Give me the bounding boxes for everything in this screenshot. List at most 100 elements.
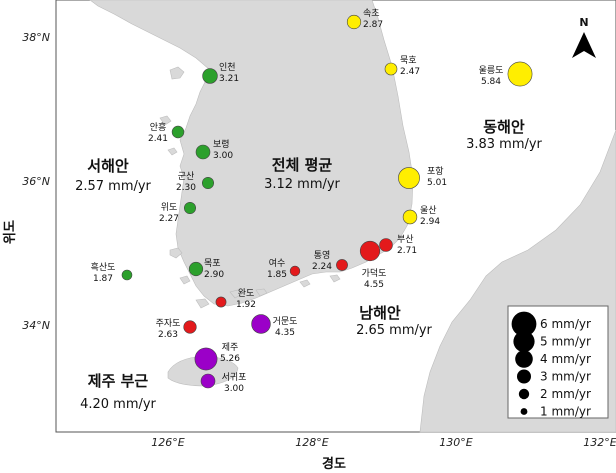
station-18: 위도2.27 <box>159 202 197 224</box>
station-name: 서귀포 <box>222 372 247 383</box>
region-west-value: 2.57 mm/yr <box>75 179 151 194</box>
station-value: 2.41 <box>148 134 168 144</box>
region-east-value: 3.83 mm/yr <box>466 137 542 152</box>
station-name: 완도 <box>238 288 255 299</box>
station-4: 울산2.94 <box>402 205 440 227</box>
station-dot <box>202 177 215 190</box>
station-dot <box>202 68 218 84</box>
region-east-name: 동해안 <box>483 118 525 136</box>
region-west-name: 서해안 <box>87 157 129 175</box>
station-value: 2.87 <box>363 20 383 30</box>
station-name: 포항 <box>427 166 444 177</box>
jeju-island <box>167 355 239 387</box>
station-name: 울산 <box>420 205 437 216</box>
legend-items: 6 mm/yr 5 mm/yr 4 mm/yr 3 mm/yr 2 mm/yr 1 mm/… <box>511 311 591 419</box>
north-arrow-label: N <box>579 16 588 29</box>
station-dot <box>398 167 420 189</box>
station-9: 완도1.92 <box>215 288 256 310</box>
station-1: 묵호2.47 <box>384 55 420 77</box>
station-5: 부산2.71 <box>379 234 417 256</box>
legend-label: 3 mm/yr <box>540 370 591 384</box>
legend-dot <box>518 388 530 400</box>
station-dot <box>121 269 133 281</box>
station-dot <box>195 144 211 160</box>
legend-label: 6 mm/yr <box>540 317 591 331</box>
station-value: 4.55 <box>364 280 384 290</box>
station-name: 안흥 <box>150 121 167 133</box>
station-dot <box>507 61 533 87</box>
legend-dot <box>517 369 531 384</box>
legend-label: 4 mm/yr <box>540 352 591 366</box>
station-value: 5.84 <box>481 77 501 87</box>
lon-tick-126: 126°E <box>151 436 184 449</box>
station-name: 묵호 <box>400 55 417 66</box>
region-total-value: 3.12 mm/yr <box>264 177 340 192</box>
station-value: 5.26 <box>220 354 240 364</box>
x-axis-title: 경도 <box>322 456 346 472</box>
station-value: 2.30 <box>176 183 196 193</box>
lat-tick-34: 34°N <box>22 319 50 332</box>
lon-ticks: 126°E 128°E 130°E 132°E <box>151 436 616 449</box>
station-name: 보령 <box>213 138 230 150</box>
station-name: 주자도 <box>156 318 181 329</box>
station-dot <box>194 347 218 371</box>
station-value: 1.85 <box>267 270 287 280</box>
station-0: 속초2.87 <box>346 8 383 30</box>
station-17: 군산2.30 <box>176 171 215 193</box>
region-jeju-value: 4.20 mm/yr <box>80 397 156 412</box>
legend: 6 mm/yr 5 mm/yr 4 mm/yr 3 mm/yr 2 mm/yr 1 mm/… <box>507 305 609 419</box>
legend-dot <box>513 330 535 353</box>
station-14: 인천3.21 <box>202 62 239 84</box>
station-dot <box>200 373 216 389</box>
station-dot <box>215 296 227 308</box>
station-name: 제주 <box>222 342 239 353</box>
station-name: 인천 <box>219 62 236 73</box>
station-dot <box>384 62 398 76</box>
station-value: 2.94 <box>420 217 440 227</box>
region-total-name: 전체 평균 <box>272 156 333 174</box>
station-value: 5.01 <box>427 178 447 188</box>
lat-tick-38: 38°N <box>22 31 50 44</box>
station-16: 보령3.00 <box>195 138 233 161</box>
region-labels: 서해안 2.57 mm/yr 전체 평균 3.12 mm/yr 동해안 3.83… <box>75 118 542 412</box>
region-jeju-name: 제주 부근 <box>88 372 149 390</box>
legend-label: 5 mm/yr <box>540 335 591 349</box>
station-value: 3.00 <box>224 384 244 394</box>
station-dot <box>402 209 418 225</box>
west-islands <box>159 66 341 309</box>
legend-label: 2 mm/yr <box>540 387 591 401</box>
station-dot <box>171 125 185 139</box>
y-axis-title: 위도 <box>3 220 18 244</box>
station-19: 목포2.90 <box>188 258 224 280</box>
legend-dot <box>515 350 533 368</box>
station-value: 2.27 <box>159 214 179 224</box>
lat-tick-36: 36°N <box>22 175 50 188</box>
station-name: 가덕도 <box>362 268 387 279</box>
station-dot <box>289 265 301 277</box>
station-dot <box>336 259 348 271</box>
station-name: 거문도 <box>273 316 298 327</box>
station-dot <box>184 202 197 215</box>
legend-dot <box>520 408 528 415</box>
station-name: 속초 <box>363 8 380 19</box>
station-value: 2.63 <box>158 330 178 340</box>
station-name: 목포 <box>204 258 221 269</box>
station-dot <box>251 314 271 334</box>
legend-dot <box>511 311 537 337</box>
station-value: 2.71 <box>397 246 417 256</box>
region-south-value: 2.65 mm/yr <box>356 323 432 338</box>
lat-ticks: 38°N 36°N 34°N <box>22 31 50 332</box>
station-7: 통영2.24 <box>312 250 348 272</box>
station-value: 3.00 <box>213 151 233 161</box>
station-value: 3.21 <box>219 74 239 84</box>
lon-tick-132: 132°E <box>583 436 616 449</box>
station-value: 4.35 <box>275 328 295 338</box>
